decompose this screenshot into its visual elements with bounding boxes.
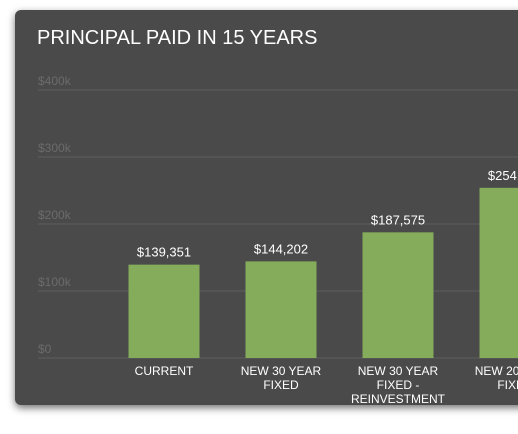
bar bbox=[479, 187, 518, 358]
bar bbox=[362, 232, 434, 358]
x-tick-label: NEW 30 YEAR FIXED bbox=[240, 364, 322, 392]
chart-title: PRINCIPAL PAID IN 15 YEARS bbox=[37, 27, 317, 49]
bar bbox=[128, 264, 200, 358]
y-tick-label: $0 bbox=[38, 342, 52, 356]
value-label: $144,202 bbox=[254, 241, 308, 256]
value-label: $187,575 bbox=[371, 212, 425, 227]
y-tick-label: $200k bbox=[38, 208, 72, 222]
x-tick-label: CURRENT bbox=[134, 364, 194, 378]
y-tick-label: $400k bbox=[38, 74, 72, 88]
y-tick-label: $300k bbox=[38, 141, 72, 155]
value-label: $139,351 bbox=[137, 245, 191, 260]
value-label: $254,000 bbox=[488, 168, 518, 183]
x-tick-label: NEW 30 YEAR FIXED - REINVESTMENT bbox=[350, 364, 445, 406]
bar bbox=[245, 261, 317, 358]
x-tick-label: NEW 20 YEAR FIXED bbox=[474, 364, 518, 392]
y-tick-label: $100k bbox=[38, 275, 72, 289]
